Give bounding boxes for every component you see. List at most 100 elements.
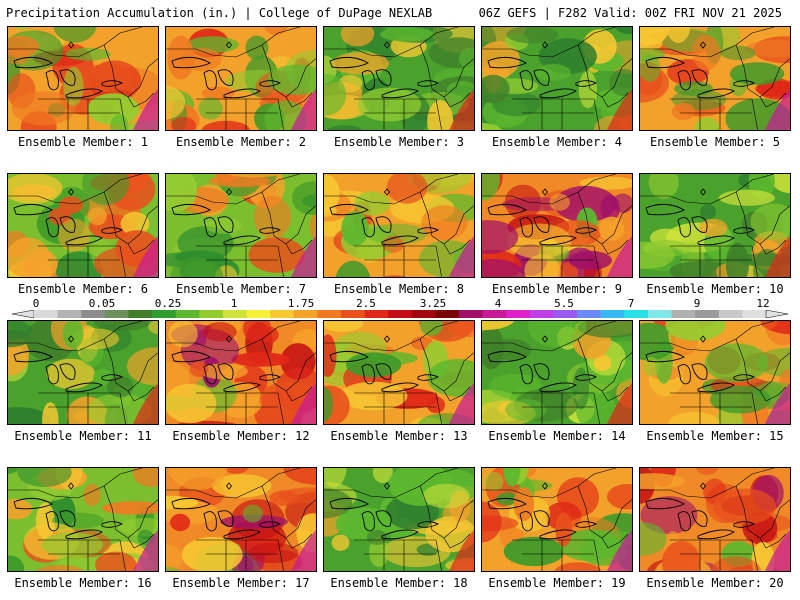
state-border [751, 539, 758, 571]
precip-blob [106, 375, 134, 398]
precip-blob [482, 220, 519, 254]
diamond-marker-icon [225, 188, 233, 196]
precip-blob [555, 512, 573, 547]
precip-blob [36, 565, 84, 571]
member-caption: Ensemble Member: 6 [17, 282, 149, 296]
great-lake-outline [697, 382, 735, 393]
state-border [601, 533, 629, 549]
colorbar-swatch [222, 310, 247, 318]
precip-field [482, 321, 632, 424]
precip-blob [63, 66, 84, 106]
coastal-band [132, 383, 158, 424]
great-lake-outline [361, 511, 375, 532]
state-border [119, 392, 126, 424]
great-lake-outline [13, 203, 53, 216]
state-border [119, 539, 126, 571]
great-lake-outline [203, 70, 217, 91]
great-lake-outline [259, 521, 282, 528]
state-border [285, 533, 313, 549]
colorbar-swatch [246, 310, 271, 318]
great-lake-outline [59, 69, 76, 86]
precip-blob [482, 501, 502, 543]
great-lake-outline [381, 88, 419, 99]
state-border [435, 245, 442, 277]
great-lake-outline [361, 217, 375, 238]
coastal-band [764, 530, 790, 571]
precip-blob [166, 567, 180, 571]
coastal-band [290, 236, 316, 277]
state-border [8, 321, 143, 352]
precip-blob [692, 34, 721, 71]
state-border [640, 468, 775, 499]
great-lake-outline [223, 382, 261, 393]
state-border [482, 174, 617, 205]
precip-blob [245, 35, 269, 60]
diamond-marker-icon [67, 335, 75, 343]
diamond-marker-icon [541, 188, 549, 196]
diamond-marker-icon [541, 482, 549, 490]
great-lake-outline [575, 80, 598, 87]
great-lake-outline [217, 69, 234, 86]
state-border [435, 98, 442, 130]
diamond-marker-icon [699, 482, 707, 490]
precip-field [324, 468, 474, 571]
diamond-marker-icon [383, 335, 391, 343]
precip-blob [729, 62, 785, 85]
great-lake-outline [101, 227, 124, 234]
colorbar-tick-label: 0.05 [88, 297, 116, 310]
great-lake-outline [575, 374, 598, 381]
precip-blob [170, 513, 191, 532]
diamond-marker-icon [67, 41, 75, 49]
diamond-marker-icon [699, 335, 707, 343]
precip-blob [380, 27, 434, 42]
precip-blob [226, 174, 283, 178]
state-border [127, 92, 155, 108]
precip-blob [264, 27, 288, 36]
precip-blob [95, 551, 137, 571]
state-border [119, 245, 126, 277]
colorbar-swatch [742, 310, 767, 318]
precip-blob [171, 117, 197, 130]
precip-blob [8, 407, 50, 424]
precip-blob [198, 97, 223, 120]
coastal-band [132, 236, 158, 277]
great-lake-outline [533, 510, 550, 527]
colorbar-swatch [624, 310, 649, 318]
precip-field [8, 27, 158, 130]
colorbar-swatch [57, 310, 82, 318]
precip-blob [372, 468, 393, 483]
great-lake-outline [13, 56, 53, 69]
state-border [482, 27, 617, 58]
ensemble-member-map [7, 173, 159, 278]
great-lake-outline [519, 217, 533, 238]
precip-blob [62, 321, 84, 349]
great-lake-outline [645, 56, 685, 69]
great-lake-outline [539, 88, 577, 99]
precip-blob [425, 516, 474, 553]
precip-blob [482, 74, 510, 104]
diamond-marker-icon [383, 482, 391, 490]
great-lake-outline [361, 364, 375, 385]
state-border [593, 98, 600, 130]
precip-blob [505, 399, 547, 421]
state-border [759, 533, 787, 549]
precip-blob [484, 471, 504, 492]
great-lake-outline [697, 235, 735, 246]
precip-field [166, 27, 316, 130]
precip-blob [419, 321, 443, 336]
great-lake-outline [259, 374, 282, 381]
state-border [324, 174, 459, 205]
precip-blob [458, 47, 474, 70]
great-lake-outline [733, 227, 756, 234]
great-lake-outline [217, 510, 234, 527]
state-border [8, 27, 143, 58]
colorbar-tick-label: 12 [756, 297, 770, 310]
precip-blob [482, 321, 515, 331]
precip-blob [386, 174, 428, 204]
colorbar-swatch [388, 310, 413, 318]
ensemble-member-map [7, 26, 159, 131]
great-lake-outline [381, 529, 419, 540]
state-border [482, 468, 617, 499]
great-lake-outline [101, 374, 124, 381]
great-lake-outline [677, 511, 691, 532]
